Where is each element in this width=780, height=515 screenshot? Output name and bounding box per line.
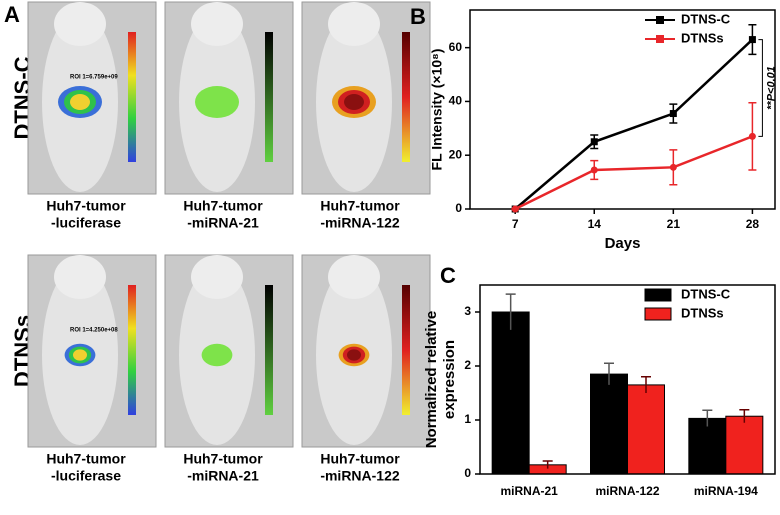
signal bbox=[70, 94, 90, 110]
series-line bbox=[514, 38, 754, 210]
color-bar bbox=[265, 285, 273, 415]
marker bbox=[748, 36, 756, 44]
caption: Huh7-tumor bbox=[183, 451, 263, 467]
y-tick-label: 3 bbox=[464, 304, 471, 318]
error-bar bbox=[542, 460, 553, 469]
error-bar bbox=[641, 376, 651, 393]
legend-swatch bbox=[644, 288, 672, 302]
y-tick-label: 2 bbox=[464, 358, 471, 372]
legend-label: DTNSs bbox=[681, 30, 724, 45]
color-bar bbox=[265, 32, 273, 162]
color-bar bbox=[128, 32, 136, 162]
panel-label: B bbox=[410, 4, 426, 29]
color-bar bbox=[402, 32, 410, 162]
mouse-head bbox=[54, 255, 106, 299]
caption: -luciferase bbox=[51, 468, 121, 484]
y-tick-label: 0 bbox=[455, 201, 462, 215]
legend-marker bbox=[656, 35, 664, 43]
caption: Huh7-tumor bbox=[46, 451, 126, 467]
marker bbox=[669, 110, 677, 118]
legend-label: DTNS-C bbox=[681, 11, 731, 26]
panel-a: DTNS-C ROI 1=6.759e+09Huh7-tumor-lucifera… bbox=[10, 1, 431, 484]
bracket bbox=[758, 39, 763, 137]
x-tick-label: 21 bbox=[667, 217, 681, 231]
marker bbox=[511, 205, 519, 213]
legend-label: DTNS-C bbox=[681, 286, 731, 301]
roi-label: ROI 1=4.250e+08 bbox=[70, 328, 118, 334]
x-tick-label: 28 bbox=[746, 217, 760, 231]
x-tick-label: 7 bbox=[512, 217, 519, 231]
caption: Huh7-tumor bbox=[320, 198, 400, 214]
y-axis-label: FL Intensity (×10⁸) bbox=[429, 49, 445, 171]
signal bbox=[195, 86, 239, 118]
bar bbox=[491, 311, 530, 475]
legend-marker bbox=[656, 16, 664, 24]
caption: Huh7-tumor bbox=[183, 198, 263, 214]
y-tick-label: 40 bbox=[449, 94, 463, 108]
mouse-head bbox=[328, 255, 380, 299]
y-axis-label: expression bbox=[441, 340, 458, 419]
y-tick-label: 60 bbox=[449, 40, 463, 54]
mouse-head bbox=[54, 2, 106, 46]
bar bbox=[725, 415, 764, 475]
x-tick-label: miRNA-122 bbox=[595, 484, 659, 498]
marker bbox=[669, 163, 677, 171]
annotation: **P<0.01 bbox=[765, 66, 777, 110]
series-line bbox=[514, 135, 753, 211]
color-bar bbox=[402, 285, 410, 415]
y-axis-label: Normalized relative bbox=[423, 311, 440, 449]
caption: -miRNA-21 bbox=[187, 215, 259, 231]
x-tick-label: miRNA-21 bbox=[500, 484, 558, 498]
x-tick-label: 14 bbox=[588, 217, 602, 231]
roi-label: ROI 1=6.759e+09 bbox=[70, 75, 118, 81]
panel-label: A bbox=[4, 2, 20, 27]
error-bar bbox=[739, 408, 750, 423]
caption: -miRNA-21 bbox=[187, 468, 259, 484]
panel-label: C bbox=[440, 263, 456, 288]
signal bbox=[73, 349, 87, 361]
color-bar bbox=[128, 285, 136, 415]
bar bbox=[590, 373, 628, 475]
plot-frame bbox=[469, 9, 776, 210]
mouse-head bbox=[191, 2, 243, 46]
x-axis-label: Days bbox=[605, 235, 641, 252]
error-bar bbox=[505, 293, 516, 330]
signal bbox=[201, 343, 233, 367]
error-bar bbox=[702, 409, 713, 427]
marker bbox=[590, 166, 598, 174]
caption: Huh7-tumor bbox=[46, 198, 126, 214]
y-tick-label: 20 bbox=[449, 147, 463, 161]
y-tick-label: 0 bbox=[464, 466, 471, 480]
bar bbox=[627, 384, 665, 475]
caption: -luciferase bbox=[51, 215, 121, 231]
legend-label: DTNSs bbox=[681, 305, 724, 320]
x-tick-label: miRNA-194 bbox=[694, 484, 758, 498]
bar bbox=[688, 417, 727, 475]
caption: -miRNA-122 bbox=[320, 468, 400, 484]
caption: -miRNA-122 bbox=[320, 215, 400, 231]
signal bbox=[344, 94, 364, 110]
caption: Huh7-tumor bbox=[320, 451, 400, 467]
marker bbox=[590, 138, 598, 146]
mouse-head bbox=[191, 255, 243, 299]
mouse-head bbox=[328, 2, 380, 46]
y-tick-label: 1 bbox=[464, 412, 471, 426]
legend-swatch bbox=[644, 307, 672, 321]
signal bbox=[347, 349, 361, 361]
error-bar bbox=[604, 362, 614, 385]
plot-frame bbox=[479, 284, 776, 475]
marker bbox=[748, 132, 756, 140]
